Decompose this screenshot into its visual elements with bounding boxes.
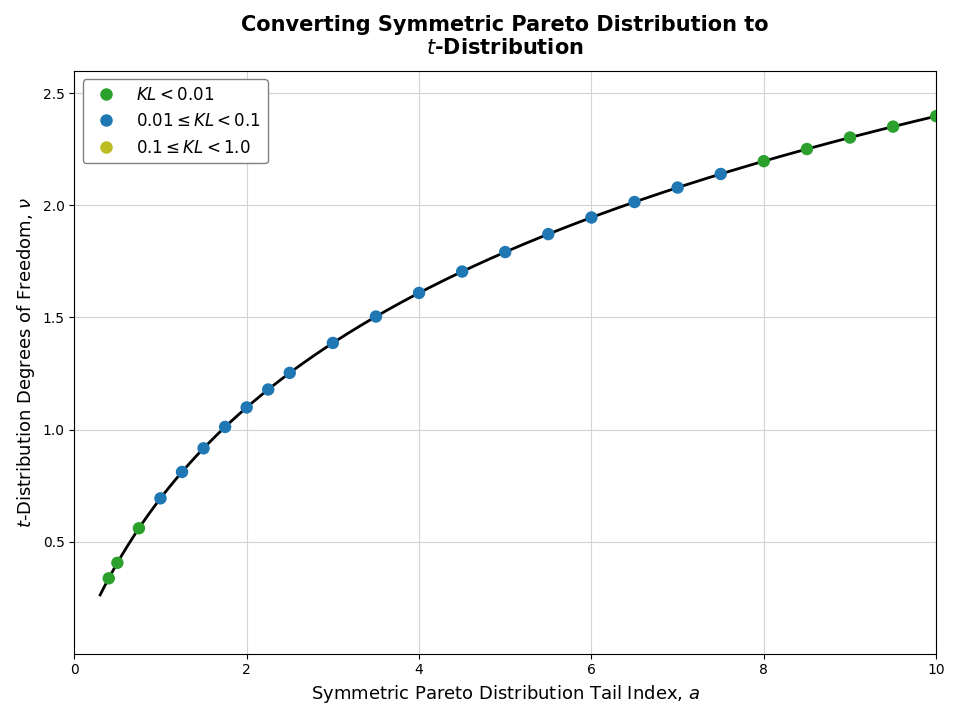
Point bbox=[627, 197, 642, 208]
Point bbox=[196, 443, 211, 454]
Point bbox=[175, 466, 190, 477]
Point bbox=[132, 523, 147, 534]
Point bbox=[584, 212, 599, 223]
Legend: $KL < 0.01$, $0.01 \leq KL < 0.1$, $0.1 \leq KL < 1.0$: $KL < 0.01$, $0.01 \leq KL < 0.1$, $0.1 … bbox=[83, 79, 268, 163]
Point bbox=[800, 143, 815, 155]
Point bbox=[454, 266, 469, 277]
X-axis label: Symmetric Pareto Distribution Tail Index, $a$: Symmetric Pareto Distribution Tail Index… bbox=[311, 683, 700, 705]
Point bbox=[109, 557, 125, 569]
Title: Converting Symmetric Pareto Distribution to
$t$-Distribution: Converting Symmetric Pareto Distribution… bbox=[241, 15, 769, 58]
Point bbox=[497, 246, 513, 258]
Point bbox=[101, 572, 116, 584]
Point bbox=[885, 121, 900, 132]
Point bbox=[369, 311, 384, 323]
Point bbox=[325, 337, 341, 348]
Point bbox=[713, 168, 729, 180]
Point bbox=[756, 156, 772, 167]
Point bbox=[842, 132, 857, 143]
Point bbox=[670, 182, 685, 194]
Point bbox=[153, 492, 168, 504]
Point bbox=[412, 287, 427, 299]
Point bbox=[217, 421, 232, 433]
Point bbox=[239, 402, 254, 413]
Y-axis label: $t$-Distribution Degrees of Freedom, $\nu$: $t$-Distribution Degrees of Freedom, $\n… bbox=[15, 197, 37, 528]
Point bbox=[282, 367, 298, 379]
Point bbox=[260, 384, 276, 395]
Point bbox=[540, 228, 556, 240]
Point bbox=[928, 110, 944, 122]
